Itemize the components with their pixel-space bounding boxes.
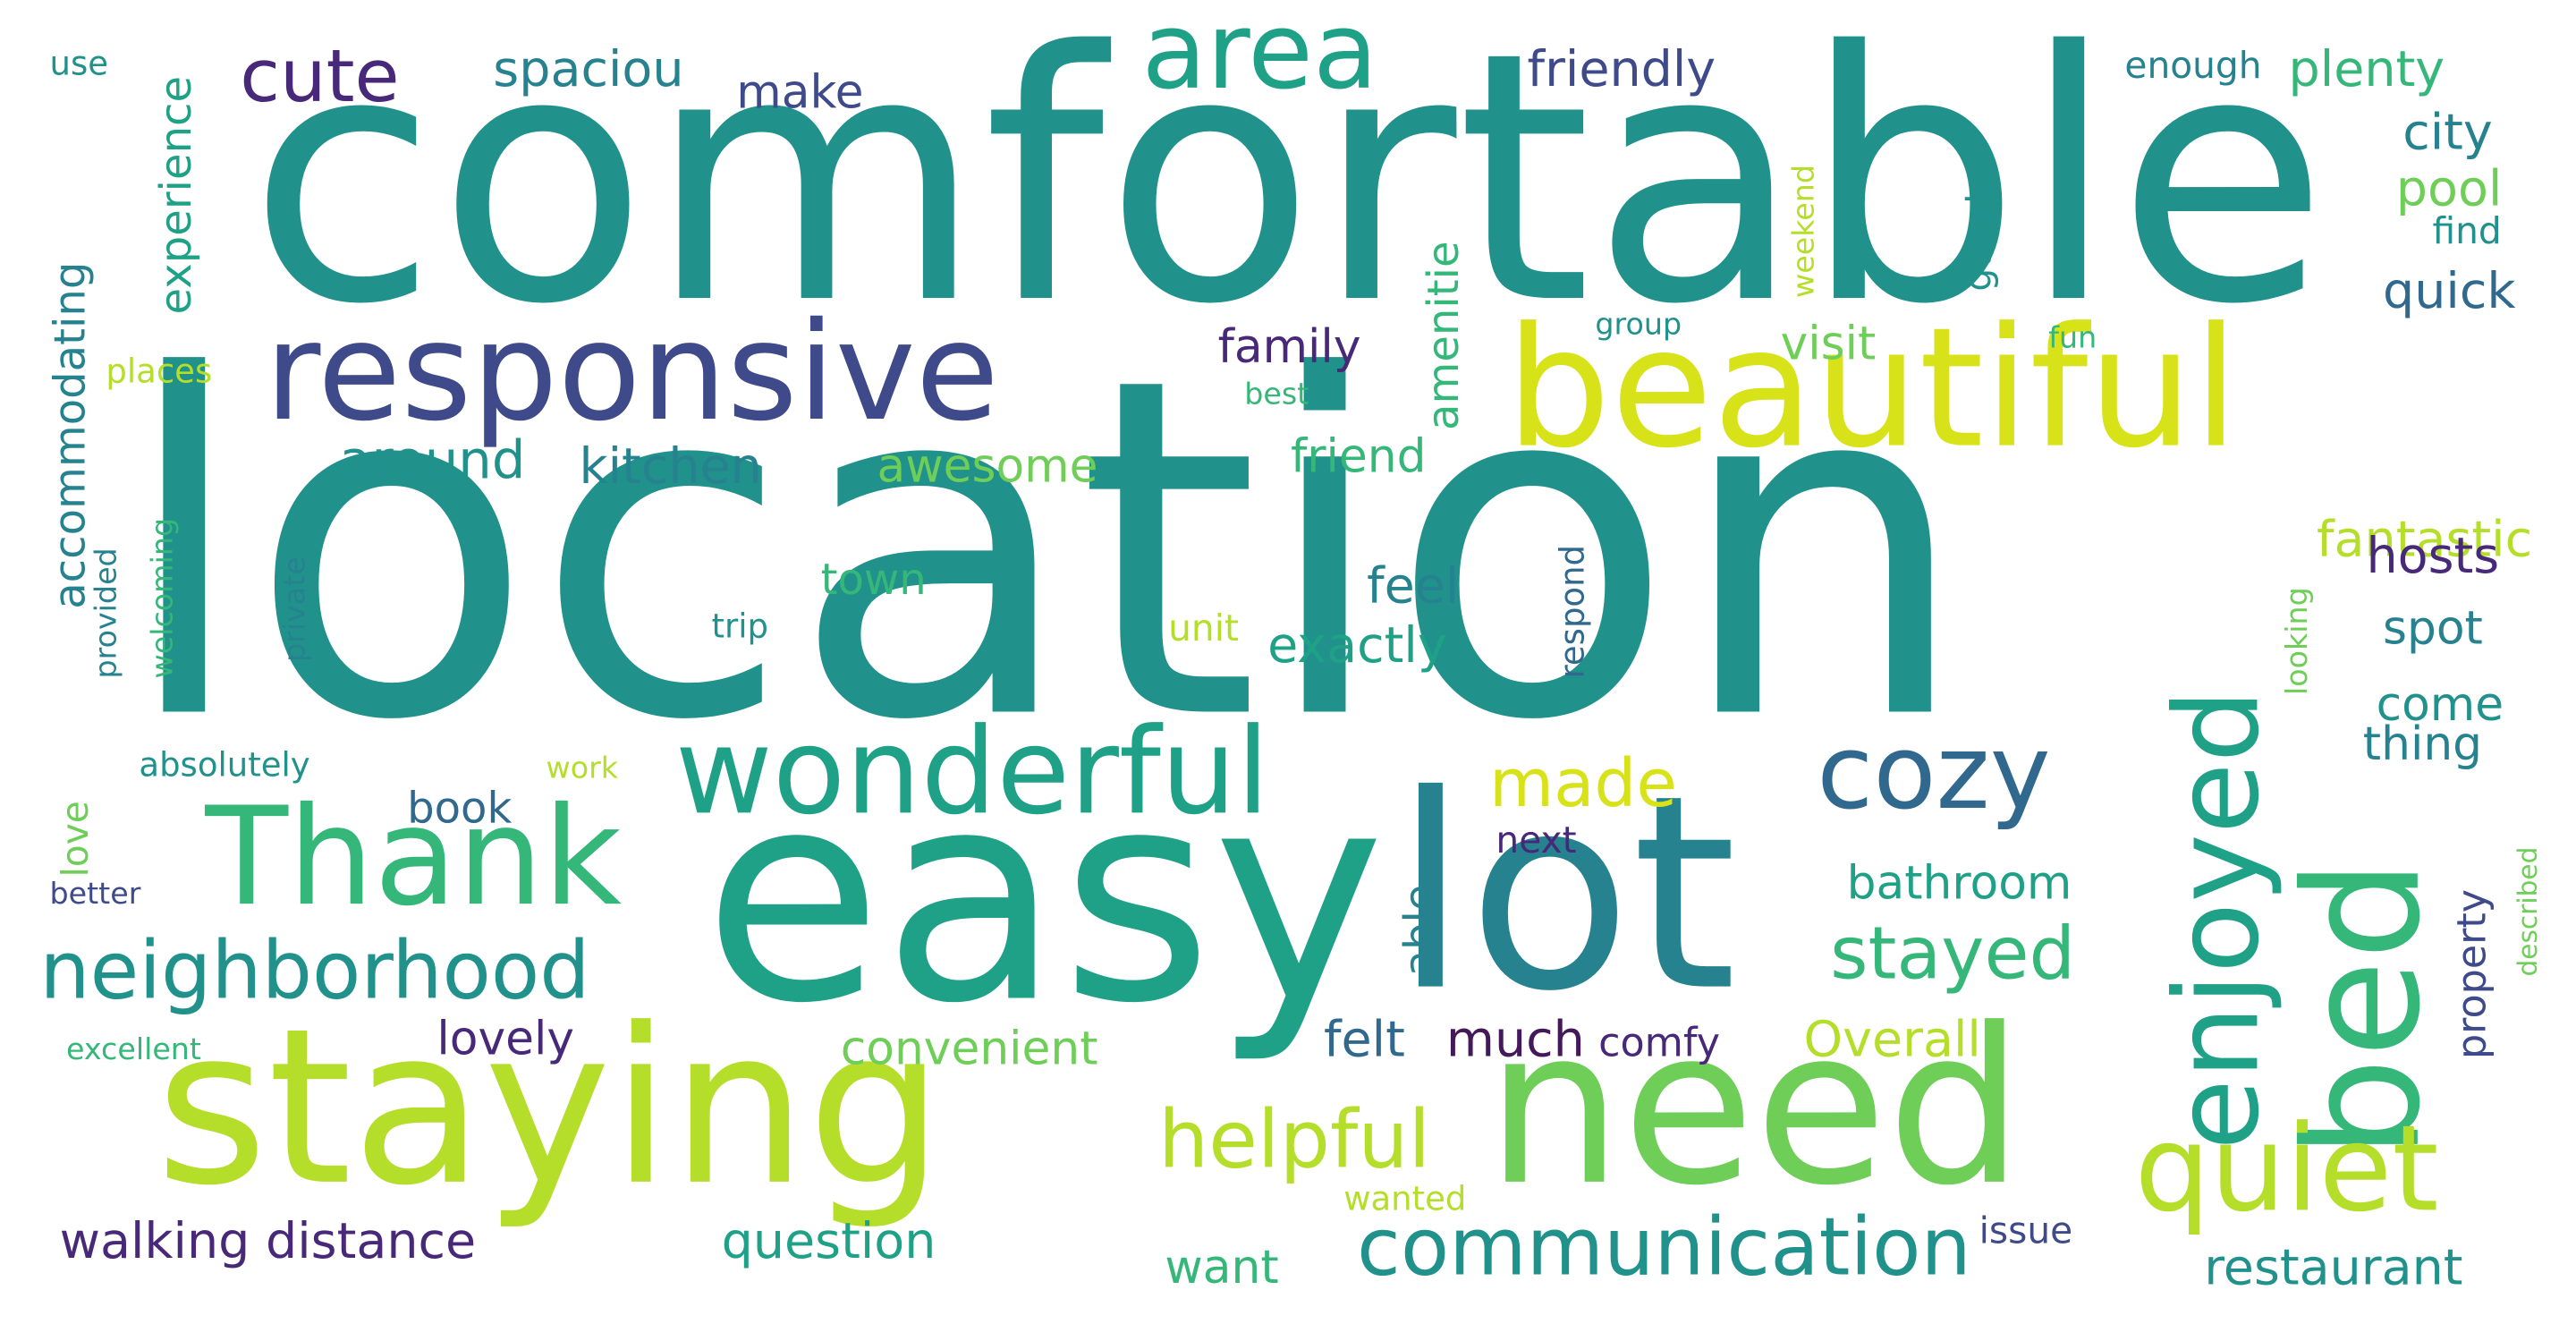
- word-restaurant: restaurant: [2204, 1239, 2463, 1298]
- word-looking: looking: [2280, 587, 2316, 695]
- word-question: question: [721, 1213, 936, 1271]
- word-friendly: friendly: [1527, 41, 1716, 99]
- word-make: make: [736, 64, 864, 120]
- word-spot: spot: [2383, 600, 2483, 656]
- word-awesome: awesome: [877, 438, 1098, 494]
- word-weekend: weekend: [1787, 164, 1822, 298]
- word-kitchen: kitchen: [579, 438, 762, 496]
- word-location: location: [119, 277, 1971, 823]
- word-overall: Overall: [1803, 1011, 1981, 1070]
- word-pool: pool: [2395, 160, 2503, 219]
- word-experience: experience: [152, 75, 202, 315]
- word-thing: thing: [2362, 717, 2483, 772]
- word-comfy: comfy: [1598, 1019, 1721, 1066]
- word-cute: cute: [240, 34, 400, 120]
- word-town: town: [820, 556, 927, 607]
- word-felt: felt: [1324, 1011, 1405, 1070]
- word-love: love: [55, 801, 98, 878]
- word-use: use: [49, 43, 109, 83]
- word-unit: unit: [1168, 608, 1239, 651]
- word-fantastic: fantastic: [2317, 511, 2533, 570]
- word-quick: quick: [2383, 263, 2516, 321]
- word-lot: lot: [1393, 739, 1737, 1051]
- word-wanted: wanted: [1343, 1178, 1467, 1218]
- word-cozy: cozy: [1817, 711, 2051, 833]
- word-best: best: [1244, 377, 1309, 412]
- word-enough: enough: [2124, 46, 2262, 89]
- word-plenty: plenty: [2288, 41, 2445, 99]
- word-thank: Thank: [205, 779, 623, 938]
- word-fun: fun: [2048, 320, 2097, 356]
- word-hosts: hosts: [2366, 528, 2500, 586]
- word-enjoyed: enjoyed: [2149, 689, 2285, 1150]
- word-friend: friend: [1291, 429, 1427, 484]
- word-able: able: [1396, 884, 1446, 977]
- word-stayed: stayed: [1830, 912, 2076, 997]
- word-responsive: responsive: [265, 294, 999, 453]
- word-comfortable: comfortable: [248, 0, 2329, 381]
- word-communication: communication: [1357, 1201, 1971, 1294]
- word-need: need: [1486, 981, 2024, 1234]
- word-quiet: quiet: [2134, 1099, 2439, 1238]
- word-city: city: [2402, 104, 2493, 163]
- word-feel: feel: [1367, 557, 1460, 616]
- word-find: find: [2432, 211, 2502, 254]
- word-better: better: [49, 877, 141, 912]
- word-lovely: lovely: [436, 1011, 575, 1066]
- word-issue: issue: [1979, 1211, 2073, 1253]
- word-area: area: [1141, 0, 1378, 115]
- word-want: want: [1165, 1239, 1279, 1294]
- word-property: property: [2449, 888, 2496, 1059]
- word-amenitie: amenitie: [1419, 241, 1470, 430]
- word-made: made: [1489, 746, 1677, 823]
- word-exactly: exactly: [1267, 617, 1447, 675]
- word-convenient: convenient: [840, 1021, 1098, 1076]
- word-private: private: [277, 556, 313, 662]
- word-group: group: [1595, 308, 1682, 343]
- word-respond: respond: [1552, 544, 1592, 679]
- word-provided: provided: [89, 547, 124, 679]
- word-accommodating: accommodating: [46, 261, 97, 609]
- word-much: much: [1445, 1011, 1585, 1070]
- word-neighborhood: neighborhood: [39, 925, 590, 1018]
- word-trip: trip: [711, 606, 769, 646]
- word-come: come: [2376, 676, 2504, 732]
- word-wonderful: wonderful: [674, 701, 1270, 841]
- word-absolutely: absolutely: [139, 744, 310, 785]
- word-places: places: [106, 351, 213, 391]
- word-next: next: [1496, 820, 1577, 862]
- word-described: described: [2512, 846, 2544, 977]
- word-around: around: [339, 429, 526, 492]
- word-easy: easy: [703, 728, 1385, 1068]
- word-staying: staying: [155, 981, 945, 1234]
- word-family: family: [1217, 319, 1361, 375]
- word-excellent: excellent: [66, 1032, 201, 1068]
- word-book: book: [407, 784, 513, 835]
- word-work: work: [546, 751, 619, 786]
- word-bathroom: bathroom: [1846, 855, 2072, 911]
- word-guest: guest: [1959, 189, 2001, 292]
- word-helpful: helpful: [1158, 1093, 1431, 1187]
- word-visit: visit: [1780, 316, 1877, 371]
- word-walking-distance: walking distance: [59, 1213, 477, 1271]
- word-welcoming: welcoming: [145, 517, 181, 679]
- word-spaciou: spaciou: [493, 41, 684, 99]
- word-beautiful: beautiful: [1505, 291, 2240, 486]
